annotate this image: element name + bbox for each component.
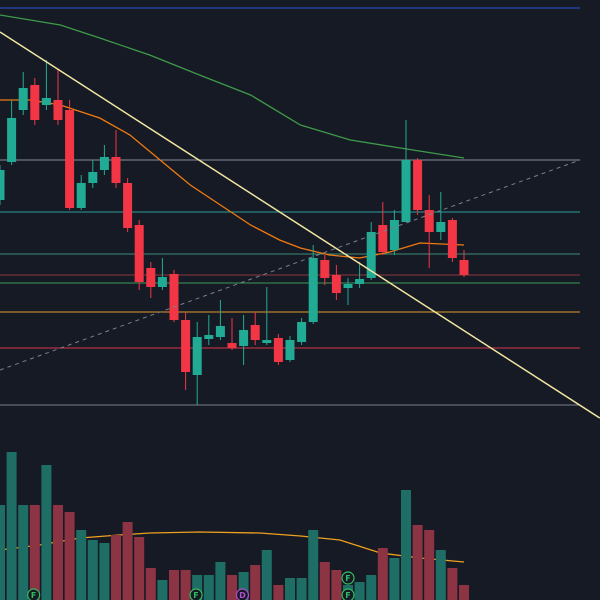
volume-bar xyxy=(366,575,377,600)
volume-bar xyxy=(180,570,191,600)
volume-bar xyxy=(308,530,319,600)
candle-body xyxy=(250,325,260,340)
candle-body xyxy=(447,220,457,258)
candle-body xyxy=(134,225,144,282)
volume-bar xyxy=(53,505,63,600)
event-label: D xyxy=(239,591,246,600)
event-label: F xyxy=(345,591,350,600)
volume-bar xyxy=(29,505,40,600)
volume-bar xyxy=(145,568,156,600)
candle-body xyxy=(378,225,388,252)
volume-bar xyxy=(203,575,214,600)
volume-bar xyxy=(447,568,458,600)
candle-body xyxy=(273,338,283,362)
event-badge xyxy=(235,588,250,600)
trend-line xyxy=(0,159,581,371)
volume-bar xyxy=(64,512,75,600)
volume-bar xyxy=(354,582,365,600)
volume-bar xyxy=(319,562,330,600)
event-badge xyxy=(27,588,41,600)
candle-body xyxy=(331,275,341,293)
candle-body xyxy=(192,337,202,375)
candle-body xyxy=(401,160,411,222)
candle-body xyxy=(262,340,272,343)
candle-body xyxy=(389,220,399,250)
volume-bar xyxy=(18,505,29,600)
volume-bar xyxy=(238,572,249,600)
volume-bar xyxy=(412,525,423,600)
volume-bar xyxy=(331,570,342,600)
volume-bar xyxy=(435,550,446,600)
volume-bar xyxy=(6,452,17,600)
moving-average xyxy=(0,14,465,159)
candle-body xyxy=(7,118,17,162)
volume-bar xyxy=(261,550,272,600)
candle-body xyxy=(424,210,434,232)
candle-body xyxy=(239,330,249,346)
candle-body xyxy=(169,274,179,320)
volume-bar xyxy=(157,580,168,600)
candle-body xyxy=(157,277,167,287)
volume-bar xyxy=(377,548,388,600)
volume-bar xyxy=(111,535,121,600)
volume-bar xyxy=(459,585,469,600)
candle-body xyxy=(18,88,28,110)
volume-bar xyxy=(296,578,307,600)
candle-body xyxy=(53,100,63,120)
candle-body xyxy=(320,260,330,278)
trend-line xyxy=(0,31,600,419)
volume-bar xyxy=(87,540,98,600)
volume-bar xyxy=(192,575,203,600)
event-label: F xyxy=(31,591,36,600)
volume-bar xyxy=(0,505,5,600)
candle-body xyxy=(111,157,121,183)
volume-bar xyxy=(389,558,400,600)
volume-bar xyxy=(41,465,52,600)
candle-body xyxy=(227,343,237,348)
candle-body xyxy=(297,322,307,342)
volume-bar xyxy=(169,570,179,600)
candle-body xyxy=(204,335,214,339)
event-badge xyxy=(341,571,355,585)
candle-body xyxy=(308,258,318,322)
volume-bar xyxy=(76,530,87,600)
event-badge xyxy=(189,588,203,600)
event-badge xyxy=(341,588,355,600)
candle-body xyxy=(436,222,446,232)
candle-body xyxy=(99,157,109,170)
candle-body xyxy=(30,85,40,120)
candle-body xyxy=(343,284,353,288)
volume-bar xyxy=(134,537,145,600)
volume-bar xyxy=(99,543,110,600)
volume-bar xyxy=(215,562,226,600)
event-label: F xyxy=(345,574,350,583)
candle-body xyxy=(215,326,225,337)
candle-body xyxy=(123,183,133,228)
candle-body xyxy=(76,183,86,208)
candle-body xyxy=(41,98,51,105)
candle-body xyxy=(413,160,423,210)
volume-bar xyxy=(250,565,261,600)
candle-body xyxy=(459,260,469,275)
candle-body xyxy=(366,232,376,278)
candle-body xyxy=(65,110,75,208)
candle-body xyxy=(146,268,156,287)
volume-bar xyxy=(273,585,284,600)
candle-body xyxy=(88,172,98,183)
volume-bar xyxy=(285,578,295,600)
volume-bar xyxy=(122,522,133,600)
volume-bar xyxy=(227,575,237,600)
candle-body xyxy=(0,170,5,200)
candle-body xyxy=(181,320,191,372)
event-label: F xyxy=(193,591,198,600)
candle-body xyxy=(285,340,295,360)
volume-bar xyxy=(424,530,435,600)
candle-body xyxy=(355,279,365,284)
volume-bar xyxy=(401,490,411,600)
